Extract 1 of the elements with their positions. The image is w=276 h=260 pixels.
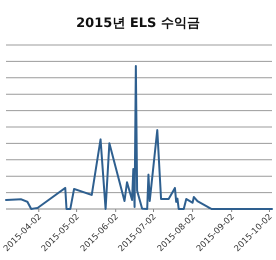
chart-title: 2015년 ELS 수익금 [76, 16, 200, 31]
